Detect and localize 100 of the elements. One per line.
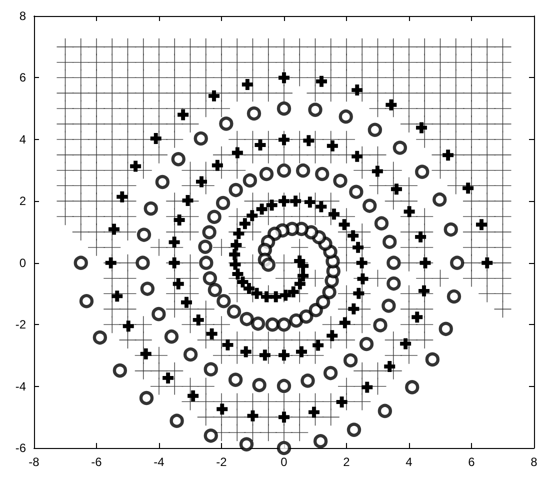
point xyxy=(416,316,434,334)
point xyxy=(478,238,496,256)
point xyxy=(260,424,277,442)
point xyxy=(88,177,105,194)
point xyxy=(150,146,168,164)
point xyxy=(88,116,105,132)
point xyxy=(197,332,214,348)
point xyxy=(447,116,464,132)
point xyxy=(494,100,512,118)
x-tick-label: 4 xyxy=(406,455,413,469)
point xyxy=(400,84,418,102)
point xyxy=(166,100,184,118)
point xyxy=(88,130,105,148)
point xyxy=(244,224,262,240)
point xyxy=(119,116,136,132)
point xyxy=(338,285,355,302)
point xyxy=(291,332,308,348)
point xyxy=(260,332,277,348)
point xyxy=(88,100,105,118)
point xyxy=(463,100,480,118)
point xyxy=(463,162,480,179)
point xyxy=(463,116,480,132)
point xyxy=(56,208,74,226)
point xyxy=(338,54,355,71)
point xyxy=(478,100,496,118)
point xyxy=(150,69,168,86)
point xyxy=(88,84,105,102)
point xyxy=(478,130,496,148)
point xyxy=(416,130,434,148)
point xyxy=(494,116,512,132)
point xyxy=(88,192,105,210)
point xyxy=(213,38,230,56)
point xyxy=(400,285,418,302)
point xyxy=(400,69,418,86)
point xyxy=(494,208,512,226)
point xyxy=(182,116,199,132)
point xyxy=(150,116,168,132)
point xyxy=(432,100,449,118)
point xyxy=(463,270,480,287)
point xyxy=(213,69,230,86)
point xyxy=(72,116,90,132)
point xyxy=(276,332,292,348)
x-tick-label: -8 xyxy=(28,455,40,469)
point xyxy=(463,208,480,226)
point xyxy=(400,316,418,334)
point xyxy=(134,332,152,348)
point xyxy=(276,208,292,226)
point xyxy=(88,238,105,256)
x-tick-label: -2 xyxy=(216,455,228,469)
point xyxy=(88,162,105,179)
point xyxy=(213,100,230,118)
point xyxy=(291,424,308,442)
x-tick-label: 2 xyxy=(343,455,350,469)
point xyxy=(244,332,262,348)
point xyxy=(150,346,168,364)
point xyxy=(463,54,480,71)
point xyxy=(400,116,418,132)
point xyxy=(276,270,292,287)
point xyxy=(400,346,418,364)
point xyxy=(306,208,324,226)
point xyxy=(432,130,449,148)
point xyxy=(338,130,355,148)
point xyxy=(56,100,74,118)
point xyxy=(400,38,418,56)
point xyxy=(56,116,74,132)
point xyxy=(276,38,292,56)
point xyxy=(182,224,199,240)
point xyxy=(416,100,434,118)
point xyxy=(213,346,230,364)
point xyxy=(197,100,214,118)
point xyxy=(384,332,402,348)
point xyxy=(494,238,512,256)
point xyxy=(150,378,168,395)
x-tick-label: 8 xyxy=(530,455,538,469)
y-tick-label: 4 xyxy=(19,132,26,146)
point xyxy=(150,38,168,56)
point xyxy=(447,100,464,118)
point xyxy=(104,208,121,226)
point xyxy=(88,208,105,226)
point xyxy=(119,130,136,148)
point xyxy=(150,362,168,380)
point xyxy=(463,224,480,240)
point xyxy=(228,346,246,364)
y-tick-label: -4 xyxy=(15,379,26,394)
point xyxy=(134,316,152,334)
point xyxy=(400,254,418,272)
point xyxy=(338,332,355,348)
point xyxy=(104,100,121,118)
point xyxy=(338,254,355,272)
point xyxy=(213,54,230,71)
point xyxy=(447,130,464,148)
point xyxy=(150,238,168,256)
point xyxy=(276,146,292,164)
point xyxy=(88,69,105,86)
point xyxy=(228,130,246,148)
point xyxy=(494,224,512,240)
y-tick-label: -2 xyxy=(15,318,26,332)
point xyxy=(119,224,136,240)
point xyxy=(56,130,74,148)
point xyxy=(134,100,152,118)
